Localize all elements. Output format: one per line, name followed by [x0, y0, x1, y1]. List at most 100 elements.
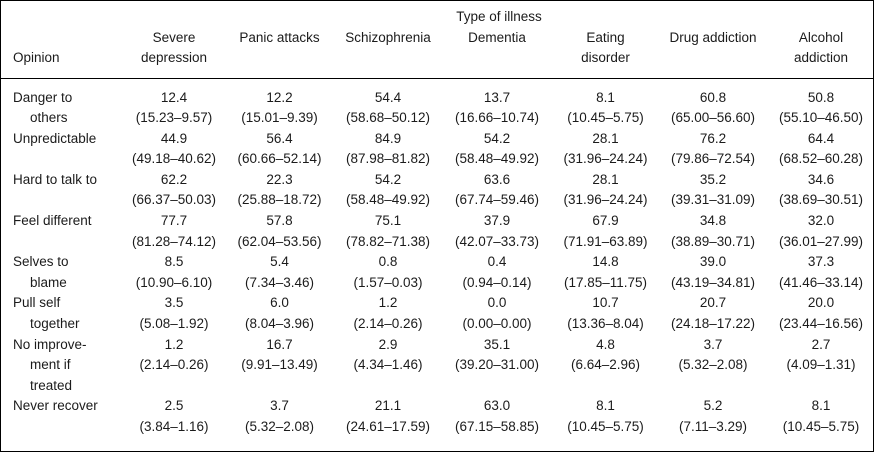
cell-value: 28.1 — [592, 130, 619, 146]
cell-confidence-interval: (25.88–18.72) — [237, 192, 322, 208]
row-label: No improve-ment if treated — [1, 335, 123, 397]
data-cell: 0.8 (1.57–0.03) — [334, 252, 442, 293]
data-cell: 13.7 (16.66–10.74) — [442, 78, 552, 129]
cell-value: 44.9 — [160, 130, 188, 146]
cell-confidence-interval: (38.69–30.51) — [778, 192, 864, 208]
cell-confidence-interval: (24.18–17.22) — [670, 316, 756, 332]
cell-value: 8.1 — [811, 398, 831, 414]
data-cell: 77.7 (81.28–74.12) — [123, 211, 225, 252]
cell-confidence-interval: (24.61–17.59) — [345, 419, 431, 434]
cell-value: 62.2 — [160, 171, 188, 187]
cell-value: 8.1 — [596, 89, 615, 105]
cell-confidence-interval: (65.00–56.60) — [670, 110, 756, 126]
column-header-severe-depression: Severe depression — [123, 27, 225, 79]
cell-confidence-interval: (39.20–31.00) — [454, 357, 540, 373]
data-cell: 22.3 (25.88–18.72) — [225, 170, 334, 211]
table-row: Unpredictable 44.9 (49.18–40.62) 56.4 (60.66… — [1, 129, 873, 170]
table-row: No improve-ment if treated 1.2 (2.14–0.26) 1… — [1, 335, 873, 397]
row-label: Danger to others — [1, 78, 123, 129]
cell-confidence-interval: (5.08–1.92) — [139, 316, 209, 332]
data-cell: 21.1 (24.61–17.59) — [334, 396, 442, 445]
data-cell: 84.9 (87.98–81.82) — [334, 129, 442, 170]
cell-confidence-interval: (10.90–6.10) — [135, 274, 213, 290]
cell-confidence-interval: (87.98–81.82) — [345, 151, 431, 167]
data-cell: 62.2 (66.37–50.03) — [123, 170, 225, 211]
cell-value: 3.5 — [164, 295, 184, 311]
data-cell: 28.1 (31.96–24.24) — [552, 129, 659, 170]
cell-confidence-interval: (5.32–2.08) — [678, 357, 748, 373]
data-cell: 34.6 (38.69–30.51) — [767, 170, 873, 211]
data-cell: 8.1 (10.45–5.75) — [767, 396, 873, 445]
data-cell: 8.1 (10.45–5.75) — [552, 78, 659, 129]
cell-confidence-interval: (2.14–0.26) — [353, 316, 423, 332]
data-cell: 44.9 (49.18–40.62) — [123, 129, 225, 170]
cell-value: 20.0 — [807, 295, 835, 311]
data-cell: 75.1 (78.82–71.38) — [334, 211, 442, 252]
data-cell: 34.8 (38.89–30.71) — [659, 211, 767, 252]
cell-confidence-interval: (3.84–1.16) — [139, 419, 209, 434]
cell-value: 50.8 — [807, 89, 835, 105]
cell-confidence-interval: (16.66–10.74) — [454, 110, 540, 126]
column-header-eating-disorder: Eating disorder — [552, 27, 659, 79]
cell-value: 5.2 — [703, 398, 723, 414]
row-label-line: Feel different — [13, 213, 92, 229]
data-cell: 3.7 (5.32–2.08) — [225, 396, 334, 445]
cell-value: 3.7 — [270, 398, 289, 414]
span-header-spacer — [1, 1, 123, 28]
cell-value: 56.4 — [266, 130, 293, 146]
row-label: Never recover — [1, 396, 123, 445]
cell-confidence-interval: (78.82–71.38) — [345, 233, 431, 249]
cell-confidence-interval: (4.34–1.46) — [353, 357, 423, 373]
cell-value: 35.1 — [483, 336, 511, 352]
cell-value: 8.1 — [596, 398, 615, 414]
data-cell: 2.5 (3.84–1.16) — [123, 396, 225, 445]
span-header-row: Type of illness — [1, 1, 873, 28]
row-label-line: No improve- — [13, 336, 87, 352]
cell-confidence-interval: (7.11–3.29) — [678, 419, 748, 434]
cell-confidence-interval: (60.66–52.14) — [237, 151, 322, 167]
column-header-alcohol-addiction: Alcohol addiction — [767, 27, 873, 79]
table-row: Danger to others 12.4 (15.23–9.57) 12.2 (15.0… — [1, 78, 873, 129]
data-cell: 2.7 (4.09–1.31) — [767, 335, 873, 397]
cell-confidence-interval: (10.45–5.75) — [567, 419, 644, 434]
cell-confidence-interval: (36.01–27.99) — [778, 233, 864, 249]
row-label: Hard to talk to — [1, 170, 123, 211]
cell-value: 35.2 — [699, 171, 727, 187]
cell-value: 2.5 — [164, 398, 184, 414]
row-label-line: Danger to — [13, 89, 73, 105]
table-row: Hard to talk to 62.2 (66.37–50.03) 22.3 (25.… — [1, 170, 873, 211]
cell-confidence-interval: (10.45–5.75) — [782, 419, 860, 434]
row-label: Unpredictable — [1, 129, 123, 170]
data-cell: 12.2 (15.01–9.39) — [225, 78, 334, 129]
data-cell: 16.7 (9.91–13.49) — [225, 335, 334, 397]
cell-confidence-interval: (67.74–59.46) — [454, 192, 540, 208]
data-cell: 64.4 (68.52–60.28) — [767, 129, 873, 170]
cell-confidence-interval: (6.64–2.96) — [570, 357, 641, 373]
table-body: Danger to others 12.4 (15.23–9.57) 12.2 (15.0… — [1, 78, 873, 446]
data-cell: 20.0 (23.44–16.56) — [767, 293, 873, 334]
data-cell: 54.2 (58.48–49.92) — [442, 129, 552, 170]
data-cell: 0.0 (0.00–0.00) — [442, 293, 552, 334]
cell-confidence-interval: (0.94–0.14) — [462, 274, 532, 290]
cell-value: 14.8 — [592, 254, 619, 270]
cell-confidence-interval: (0.00–0.00) — [462, 316, 532, 332]
cell-confidence-interval: (58.68–50.12) — [345, 110, 431, 126]
data-cell: 3.5 (5.08–1.92) — [123, 293, 225, 334]
cell-value: 20.7 — [699, 295, 727, 311]
row-label-line: others — [30, 110, 68, 126]
cell-confidence-interval: (79.86–72.54) — [670, 151, 756, 167]
cell-confidence-interval: (58.48–49.92) — [345, 192, 431, 208]
data-cell: 1.2 (2.14–0.26) — [123, 335, 225, 397]
column-header-opinion: Opinion — [1, 27, 123, 79]
data-cell: 60.8 (65.00–56.60) — [659, 78, 767, 129]
cell-value: 8.5 — [164, 254, 184, 270]
data-cell: 50.8 (55.10–46.50) — [767, 78, 873, 129]
table-row: Never recover 2.5 (3.84–1.16) 3.7 (5.32–2.08… — [1, 396, 873, 445]
data-cell: 12.4 (15.23–9.57) — [123, 78, 225, 129]
data-cell: 39.0 (43.19–34.81) — [659, 252, 767, 293]
row-label-line: treated — [30, 377, 73, 393]
cell-confidence-interval: (41.46–33.14) — [778, 274, 864, 290]
cell-value: 12.4 — [160, 89, 188, 105]
cell-confidence-interval: (5.32–2.08) — [244, 419, 315, 434]
